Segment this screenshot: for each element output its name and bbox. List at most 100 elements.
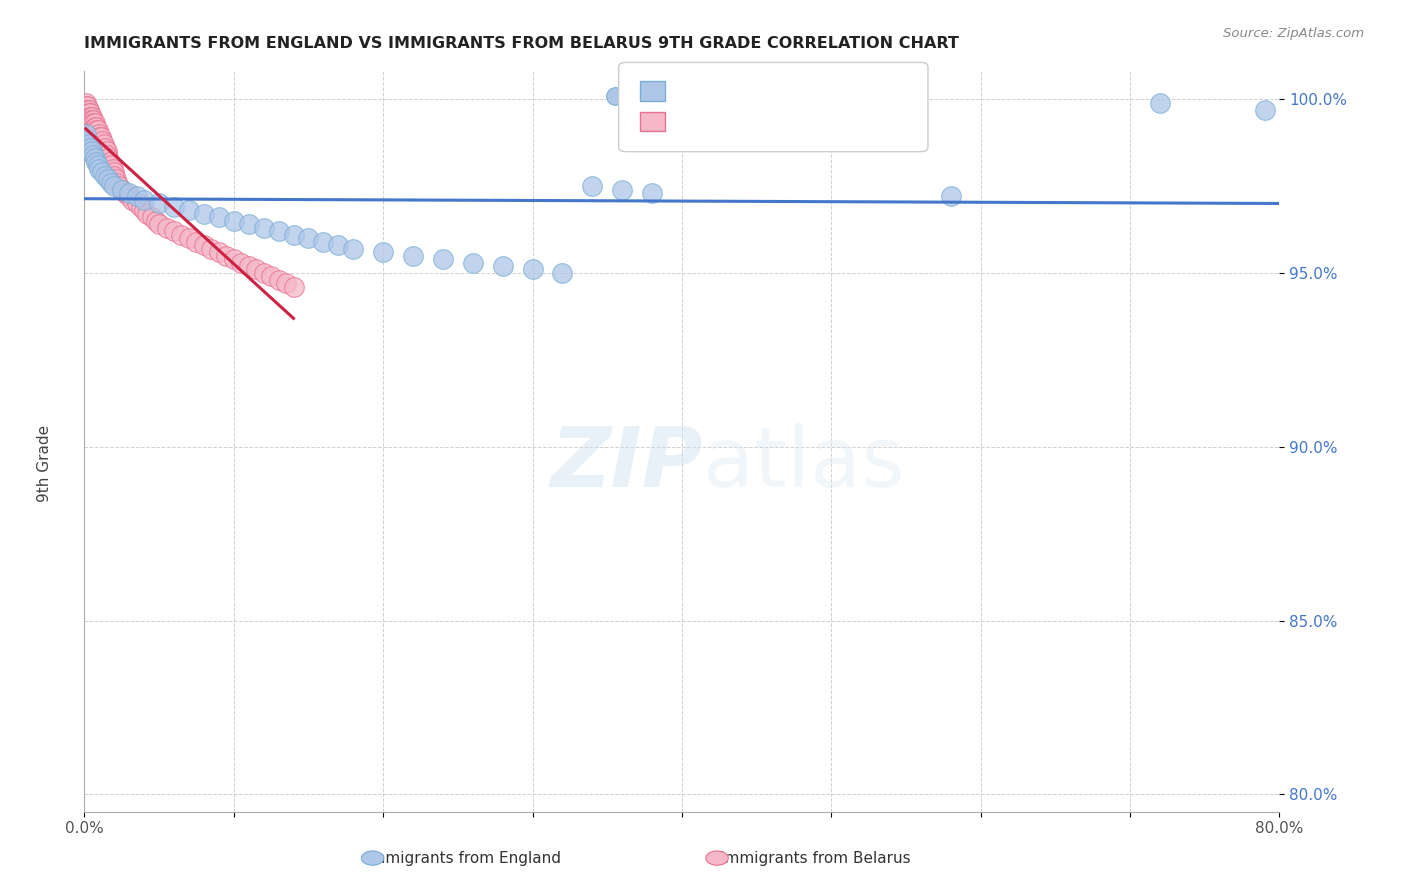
Point — [91, 165, 114, 179]
Point — [581, 179, 603, 194]
Point — [87, 123, 110, 137]
Point — [96, 148, 118, 162]
Point — [86, 120, 108, 134]
Point — [76, 106, 98, 120]
Point — [267, 273, 290, 287]
Text: Immigrants from Belarus: Immigrants from Belarus — [720, 851, 911, 865]
Text: ZIP: ZIP — [550, 424, 703, 504]
Point — [103, 179, 125, 194]
Point — [103, 169, 125, 183]
Point — [97, 151, 120, 165]
Point — [82, 116, 104, 130]
Point — [432, 252, 454, 266]
Point — [312, 235, 335, 249]
Point — [141, 211, 163, 225]
Point — [101, 161, 124, 176]
Point — [208, 211, 231, 225]
Point — [93, 137, 115, 152]
Point — [145, 214, 167, 228]
Point — [118, 186, 141, 200]
Point — [79, 113, 101, 128]
Point — [328, 238, 350, 252]
Point — [163, 224, 186, 238]
Point — [83, 116, 105, 130]
Point — [170, 227, 193, 242]
Point — [107, 179, 129, 194]
Point — [402, 249, 425, 263]
Point — [208, 245, 231, 260]
Point — [155, 220, 177, 235]
Point — [80, 110, 103, 124]
Point — [1253, 103, 1275, 117]
Point — [100, 176, 122, 190]
Point — [91, 134, 114, 148]
Point — [89, 161, 111, 176]
Point — [136, 207, 159, 221]
Point — [75, 103, 97, 117]
Point — [75, 95, 97, 110]
Point — [461, 255, 484, 269]
Point — [297, 231, 319, 245]
Point — [96, 145, 118, 159]
Text: IMMIGRANTS FROM ENGLAND VS IMMIGRANTS FROM BELARUS 9TH GRADE CORRELATION CHART: IMMIGRANTS FROM ENGLAND VS IMMIGRANTS FR… — [84, 36, 959, 51]
Point — [86, 154, 108, 169]
Point — [193, 207, 215, 221]
Point — [222, 252, 245, 266]
Point — [186, 235, 208, 249]
Point — [97, 172, 120, 186]
Point — [89, 127, 111, 141]
Point — [283, 227, 305, 242]
Point — [79, 106, 101, 120]
Point — [177, 231, 200, 245]
Point — [76, 103, 98, 117]
Point — [76, 134, 98, 148]
Point — [111, 182, 134, 196]
Point — [200, 242, 222, 256]
Point — [76, 110, 98, 124]
Text: Source: ZipAtlas.com: Source: ZipAtlas.com — [1223, 27, 1364, 40]
Point — [82, 148, 104, 162]
Text: R = 0.394   N = 72: R = 0.394 N = 72 — [676, 112, 846, 130]
Point — [80, 116, 103, 130]
Point — [283, 280, 305, 294]
Point — [75, 127, 97, 141]
Point — [253, 266, 276, 280]
Point — [148, 196, 170, 211]
Point — [267, 224, 290, 238]
Point — [79, 110, 101, 124]
Point — [245, 262, 267, 277]
Point — [177, 203, 200, 218]
Point — [238, 259, 260, 273]
Text: R = 0.034   N = 46: R = 0.034 N = 46 — [676, 82, 846, 100]
Point — [86, 123, 108, 137]
Point — [1149, 95, 1171, 110]
Point — [522, 262, 544, 277]
Point — [612, 182, 634, 196]
Point — [90, 130, 112, 145]
Point — [222, 214, 245, 228]
Point — [129, 200, 152, 214]
Text: atlas: atlas — [703, 424, 904, 504]
Text: 9th Grade: 9th Grade — [38, 425, 52, 502]
Point — [939, 189, 962, 203]
Point — [603, 88, 626, 103]
Point — [94, 169, 117, 183]
Point — [75, 106, 97, 120]
Point — [125, 189, 148, 203]
Point — [77, 103, 100, 117]
Point — [551, 266, 574, 280]
Point — [193, 238, 215, 252]
Point — [75, 110, 97, 124]
Point — [253, 220, 276, 235]
Point — [231, 255, 253, 269]
Point — [148, 217, 170, 231]
Point — [132, 193, 156, 207]
Point — [75, 99, 97, 113]
Point — [114, 186, 136, 200]
Point — [83, 151, 105, 165]
Text: Immigrants from England: Immigrants from England — [367, 851, 561, 865]
Point — [76, 113, 98, 128]
Point — [83, 120, 105, 134]
Point — [82, 113, 104, 128]
Point — [163, 200, 186, 214]
